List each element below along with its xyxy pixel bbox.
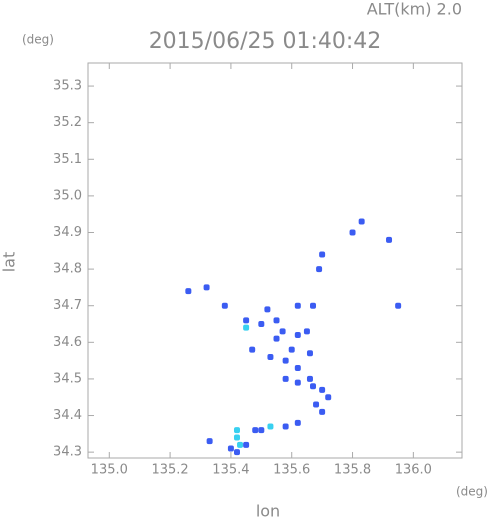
echo [282,357,289,364]
echo [221,302,228,309]
echo [288,346,295,353]
echo [316,266,323,273]
echo [294,419,301,426]
echo [319,251,326,258]
echo [325,394,332,401]
echo [282,423,289,430]
y-tick-label: 34.3 [53,445,82,460]
echo [386,236,393,243]
y-tick-label: 34.6 [53,335,82,350]
echo [249,346,256,353]
echo [233,434,240,441]
echo [395,302,402,309]
echo [185,288,192,295]
y-unit: (deg) [22,33,54,47]
echo [313,401,320,408]
x-tick-label: 136.0 [395,463,432,478]
echo [203,284,210,291]
echo [267,353,274,360]
y-tick-label: 34.5 [53,371,82,386]
echo [310,302,317,309]
y-tick-label: 35.1 [53,152,82,167]
x-tick-label: 135.8 [334,463,371,478]
plot-frame [87,62,463,459]
y-tick-label: 35.0 [53,188,82,203]
y-tick-label: 34.9 [53,225,82,240]
echo [243,441,250,448]
echo [258,427,265,434]
echo [294,331,301,338]
altitude: ALT(km) 2.0 [367,0,462,19]
echo [358,218,365,225]
echo [294,302,301,309]
y-tick-label: 35.2 [53,115,82,130]
echo [273,317,280,324]
x-tick-label: 135.0 [91,463,128,478]
echo [303,328,310,335]
echo [206,438,213,445]
echo [279,328,286,335]
echo [267,423,274,430]
echo [227,445,234,452]
echo [319,408,326,415]
x-axis-label: lon [256,502,280,521]
echo [306,375,313,382]
x-unit: (deg) [456,485,488,499]
y-tick-label: 34.7 [53,298,82,313]
x-tick-label: 135.6 [273,463,310,478]
echo [310,383,317,390]
echo [233,427,240,434]
echo [264,306,271,313]
y-tick-label: 34.4 [53,408,82,423]
echo [237,441,244,448]
y-axis-label: lat [0,252,19,273]
echo [294,379,301,386]
x-tick-label: 135.2 [151,463,188,478]
echo [243,324,250,331]
echo [273,335,280,342]
echo [243,317,250,324]
echo [306,350,313,357]
echo [294,364,301,371]
echo [282,375,289,382]
x-tick-label: 135.4 [212,463,249,478]
chart-title: 2015/06/25 01:40:42 [149,29,382,54]
echo [349,229,356,236]
echo [233,449,240,456]
echo [319,386,326,393]
y-tick-label: 34.8 [53,262,82,277]
y-tick-label: 35.3 [53,79,82,94]
echo [252,427,259,434]
echo [258,321,265,328]
